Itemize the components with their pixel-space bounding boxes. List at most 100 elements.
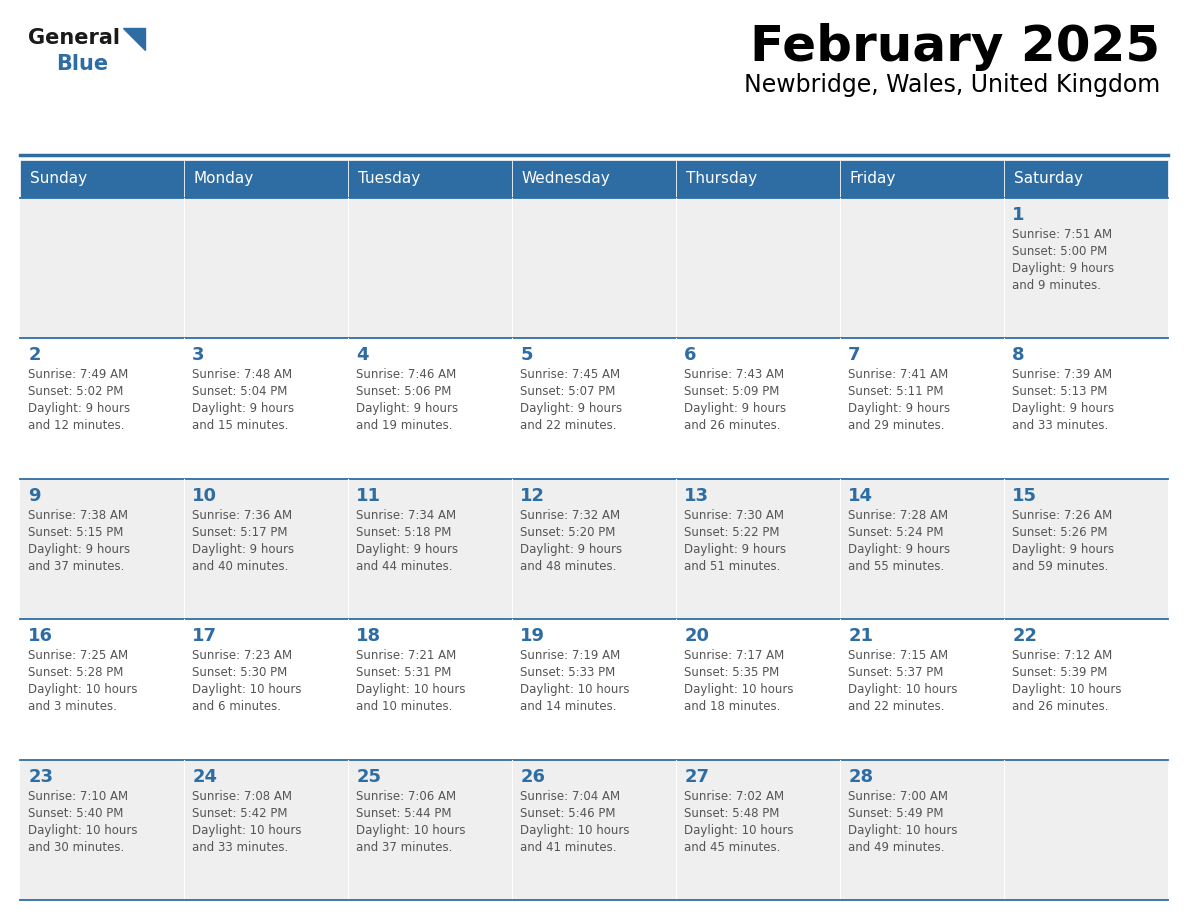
Text: Sunset: 5:40 PM: Sunset: 5:40 PM [29, 807, 124, 820]
Text: Sunrise: 7:21 AM: Sunrise: 7:21 AM [356, 649, 456, 662]
Bar [676, 160, 840, 198]
Text: Sunset: 5:11 PM: Sunset: 5:11 PM [848, 386, 943, 398]
Bar [20, 339, 1168, 479]
Text: Sunrise: 7:19 AM: Sunrise: 7:19 AM [520, 649, 620, 662]
Bar [348, 160, 512, 198]
Text: Sunrise: 7:48 AM: Sunrise: 7:48 AM [192, 368, 292, 381]
Text: and 37 minutes.: and 37 minutes. [356, 841, 453, 854]
Text: 9: 9 [29, 487, 40, 505]
Text: Sunrise: 7:00 AM: Sunrise: 7:00 AM [848, 789, 948, 802]
Text: 17: 17 [192, 627, 217, 645]
Text: Sunset: 5:44 PM: Sunset: 5:44 PM [356, 807, 451, 820]
Text: and 37 minutes.: and 37 minutes. [29, 560, 125, 573]
Text: and 22 minutes.: and 22 minutes. [520, 420, 617, 432]
Text: Daylight: 10 hours: Daylight: 10 hours [192, 683, 302, 696]
Text: Sunset: 5:02 PM: Sunset: 5:02 PM [29, 386, 124, 398]
Text: Sunrise: 7:39 AM: Sunrise: 7:39 AM [1012, 368, 1112, 381]
Text: Sunset: 5:30 PM: Sunset: 5:30 PM [192, 666, 287, 679]
Text: Sunrise: 7:45 AM: Sunrise: 7:45 AM [520, 368, 620, 381]
Text: Sunrise: 7:15 AM: Sunrise: 7:15 AM [848, 649, 948, 662]
Text: 11: 11 [356, 487, 381, 505]
Text: and 51 minutes.: and 51 minutes. [684, 560, 781, 573]
Text: Sunrise: 7:43 AM: Sunrise: 7:43 AM [684, 368, 784, 381]
Text: Sunset: 5:28 PM: Sunset: 5:28 PM [29, 666, 124, 679]
Text: Daylight: 9 hours: Daylight: 9 hours [848, 402, 950, 416]
Bar [20, 759, 1168, 900]
Text: 14: 14 [848, 487, 873, 505]
Text: Sunrise: 7:17 AM: Sunrise: 7:17 AM [684, 649, 784, 662]
Text: Daylight: 10 hours: Daylight: 10 hours [684, 683, 794, 696]
Text: Sunset: 5:15 PM: Sunset: 5:15 PM [29, 526, 124, 539]
Text: Sunrise: 7:12 AM: Sunrise: 7:12 AM [1012, 649, 1112, 662]
Text: and 41 minutes.: and 41 minutes. [520, 841, 617, 854]
Text: Daylight: 9 hours: Daylight: 9 hours [684, 543, 786, 555]
Text: 2: 2 [29, 346, 40, 364]
Text: Sunrise: 7:25 AM: Sunrise: 7:25 AM [29, 649, 128, 662]
Text: Sunset: 5:33 PM: Sunset: 5:33 PM [520, 666, 615, 679]
Text: and 22 minutes.: and 22 minutes. [848, 700, 944, 713]
Text: Sunrise: 7:26 AM: Sunrise: 7:26 AM [1012, 509, 1112, 521]
Text: Daylight: 10 hours: Daylight: 10 hours [520, 823, 630, 836]
Text: Sunset: 5:04 PM: Sunset: 5:04 PM [192, 386, 287, 398]
Text: and 3 minutes.: and 3 minutes. [29, 700, 118, 713]
Text: 16: 16 [29, 627, 53, 645]
Text: and 49 minutes.: and 49 minutes. [848, 841, 944, 854]
Text: 13: 13 [684, 487, 709, 505]
Text: Daylight: 10 hours: Daylight: 10 hours [29, 683, 138, 696]
Text: Daylight: 10 hours: Daylight: 10 hours [192, 823, 302, 836]
Text: Blue: Blue [56, 54, 108, 74]
Text: 8: 8 [1012, 346, 1025, 364]
Text: Sunset: 5:18 PM: Sunset: 5:18 PM [356, 526, 451, 539]
Text: 4: 4 [356, 346, 368, 364]
Text: Daylight: 9 hours: Daylight: 9 hours [192, 402, 295, 416]
Text: February 2025: February 2025 [750, 23, 1159, 71]
Text: Saturday: Saturday [1013, 172, 1082, 186]
Bar [20, 620, 1168, 759]
Text: and 44 minutes.: and 44 minutes. [356, 560, 453, 573]
Text: 15: 15 [1012, 487, 1037, 505]
Text: and 15 minutes.: and 15 minutes. [192, 420, 289, 432]
Text: and 14 minutes.: and 14 minutes. [520, 700, 617, 713]
Text: 3: 3 [192, 346, 204, 364]
Text: Sunrise: 7:41 AM: Sunrise: 7:41 AM [848, 368, 948, 381]
Text: Sunday: Sunday [30, 172, 87, 186]
Text: Thursday: Thursday [685, 172, 757, 186]
Text: Friday: Friday [849, 172, 896, 186]
Text: and 12 minutes.: and 12 minutes. [29, 420, 125, 432]
Text: Sunset: 5:20 PM: Sunset: 5:20 PM [520, 526, 615, 539]
Text: Sunset: 5:46 PM: Sunset: 5:46 PM [520, 807, 615, 820]
Text: Sunset: 5:49 PM: Sunset: 5:49 PM [848, 807, 943, 820]
Text: and 55 minutes.: and 55 minutes. [848, 560, 944, 573]
Text: Daylight: 10 hours: Daylight: 10 hours [684, 823, 794, 836]
Text: Daylight: 10 hours: Daylight: 10 hours [356, 823, 466, 836]
Text: Sunset: 5:17 PM: Sunset: 5:17 PM [192, 526, 287, 539]
Text: Daylight: 10 hours: Daylight: 10 hours [1012, 683, 1121, 696]
Text: Daylight: 9 hours: Daylight: 9 hours [29, 543, 131, 555]
Text: and 40 minutes.: and 40 minutes. [192, 560, 289, 573]
Text: 23: 23 [29, 767, 53, 786]
Text: 22: 22 [1012, 627, 1037, 645]
Text: 5: 5 [520, 346, 532, 364]
Text: Sunrise: 7:38 AM: Sunrise: 7:38 AM [29, 509, 128, 521]
Text: Sunrise: 7:30 AM: Sunrise: 7:30 AM [684, 509, 784, 521]
Text: 28: 28 [848, 767, 873, 786]
Text: Daylight: 9 hours: Daylight: 9 hours [29, 402, 131, 416]
Text: Sunset: 5:06 PM: Sunset: 5:06 PM [356, 386, 451, 398]
Text: and 10 minutes.: and 10 minutes. [356, 700, 453, 713]
Text: 7: 7 [848, 346, 860, 364]
Text: Sunrise: 7:23 AM: Sunrise: 7:23 AM [192, 649, 292, 662]
Text: 25: 25 [356, 767, 381, 786]
Text: and 18 minutes.: and 18 minutes. [684, 700, 781, 713]
Text: Sunrise: 7:10 AM: Sunrise: 7:10 AM [29, 789, 128, 802]
Text: Sunset: 5:07 PM: Sunset: 5:07 PM [520, 386, 615, 398]
Text: 1: 1 [1012, 206, 1025, 224]
Bar [20, 160, 184, 198]
Text: General: General [29, 28, 120, 48]
Text: Sunset: 5:37 PM: Sunset: 5:37 PM [848, 666, 943, 679]
Text: Sunset: 5:24 PM: Sunset: 5:24 PM [848, 526, 943, 539]
Text: Daylight: 9 hours: Daylight: 9 hours [1012, 543, 1114, 555]
Text: 21: 21 [848, 627, 873, 645]
Text: Daylight: 9 hours: Daylight: 9 hours [192, 543, 295, 555]
Text: Sunrise: 7:32 AM: Sunrise: 7:32 AM [520, 509, 620, 521]
Text: and 48 minutes.: and 48 minutes. [520, 560, 617, 573]
